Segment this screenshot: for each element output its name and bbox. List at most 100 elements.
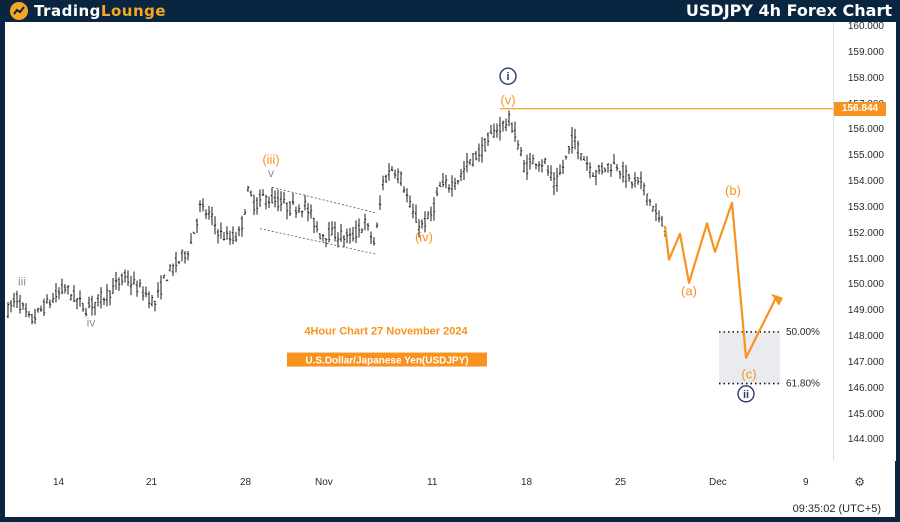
candle bbox=[126, 270, 130, 286]
wave-label-iii_grey: iii bbox=[18, 274, 26, 288]
candle bbox=[345, 228, 349, 244]
y-tick-label: 147.000 bbox=[847, 356, 884, 368]
candle bbox=[651, 205, 655, 212]
candle bbox=[246, 185, 250, 192]
candle bbox=[288, 201, 292, 217]
candle bbox=[393, 169, 397, 179]
candle bbox=[336, 232, 340, 248]
y-tick-label: 145.000 bbox=[847, 408, 884, 420]
candle bbox=[267, 196, 271, 209]
x-tick-label: Nov bbox=[315, 477, 333, 488]
price-axis[interactable]: 160.000159.000158.000157.000156.000155.0… bbox=[833, 21, 896, 461]
candle bbox=[351, 226, 355, 242]
circle-text: i bbox=[506, 71, 509, 83]
plot-area[interactable]: 50.00% 61.80% iii iv (iii) v (iv) (v) (a) (b) (c) i… bbox=[5, 22, 833, 461]
candle bbox=[414, 204, 418, 223]
candle bbox=[492, 123, 496, 138]
candle bbox=[624, 165, 628, 188]
brand-logo[interactable]: TradingLounge bbox=[10, 1, 166, 21]
candle bbox=[315, 221, 319, 233]
candle bbox=[522, 159, 526, 173]
candle bbox=[525, 154, 529, 180]
candle bbox=[252, 194, 256, 216]
candle bbox=[519, 146, 523, 157]
candle bbox=[237, 226, 241, 237]
candle bbox=[123, 269, 127, 283]
candle bbox=[381, 175, 385, 191]
candle bbox=[174, 251, 178, 273]
candle bbox=[432, 197, 436, 221]
candle bbox=[396, 168, 400, 184]
fib-label: 50.00% bbox=[786, 327, 820, 338]
y-tick-label: 158.000 bbox=[847, 72, 884, 84]
time-axis[interactable]: ⚙ 14 21 28 Nov 11 18 25 Dec 9 bbox=[5, 461, 895, 501]
candle bbox=[339, 223, 343, 242]
candle bbox=[594, 169, 598, 186]
last-price-tag: 156.844 bbox=[834, 101, 886, 116]
candle bbox=[546, 165, 550, 176]
candle bbox=[66, 285, 70, 295]
candle bbox=[447, 184, 451, 193]
x-tick-label: 14 bbox=[53, 477, 65, 488]
y-tick-label: 159.000 bbox=[847, 46, 884, 58]
candle bbox=[105, 284, 109, 307]
y-tick-label: 144.000 bbox=[847, 434, 884, 446]
candle bbox=[261, 189, 265, 196]
wave-label-c_orange: (c) bbox=[741, 366, 756, 381]
candle bbox=[312, 217, 316, 234]
y-tick-label: 146.000 bbox=[847, 382, 884, 394]
candle bbox=[192, 231, 196, 235]
candle bbox=[435, 186, 439, 197]
candle bbox=[498, 116, 502, 141]
candle bbox=[42, 298, 46, 316]
wave-label-iv_orange: (iv) bbox=[415, 230, 433, 245]
candle bbox=[129, 275, 133, 296]
candle bbox=[378, 195, 382, 210]
candle bbox=[372, 237, 376, 246]
x-tick-label: 11 bbox=[427, 477, 438, 488]
candle bbox=[285, 202, 289, 220]
candle bbox=[384, 174, 388, 183]
candle bbox=[138, 279, 142, 288]
candle bbox=[135, 280, 139, 297]
candle bbox=[39, 305, 43, 312]
candle bbox=[222, 231, 226, 241]
candle bbox=[201, 198, 205, 212]
wave-label-v_orange: (v) bbox=[500, 93, 515, 108]
candle bbox=[300, 210, 304, 218]
x-tick-label: 21 bbox=[146, 477, 158, 488]
wave-label-iii_orange: (iii) bbox=[262, 152, 279, 167]
candle bbox=[141, 286, 145, 301]
candle bbox=[54, 283, 58, 303]
candle bbox=[255, 197, 259, 215]
candle bbox=[204, 209, 208, 220]
candle bbox=[270, 187, 274, 204]
candle bbox=[387, 163, 391, 181]
candle bbox=[165, 279, 169, 282]
chart-svg: 50.00%61.80%iiiiv(iii)v(iv)(v)(a)(b)(c)i… bbox=[6, 67, 833, 403]
candle bbox=[540, 159, 544, 173]
candle bbox=[108, 290, 112, 306]
x-tick-label: 9 bbox=[803, 477, 809, 488]
candle bbox=[513, 121, 517, 142]
x-tick-label: 25 bbox=[615, 477, 627, 488]
candle bbox=[30, 313, 34, 325]
candle bbox=[75, 297, 79, 310]
y-tick-label: 156.000 bbox=[847, 124, 884, 136]
candle bbox=[555, 167, 559, 192]
candle bbox=[216, 228, 220, 244]
chart-title: USDJPY 4h Forex Chart bbox=[685, 1, 892, 20]
candle bbox=[225, 226, 229, 240]
candle bbox=[426, 211, 430, 220]
settings-icon[interactable]: ⚙ bbox=[854, 475, 865, 489]
candle bbox=[468, 159, 472, 166]
candle bbox=[588, 162, 592, 179]
circle-text: ii bbox=[743, 389, 749, 401]
candle bbox=[591, 172, 595, 177]
candle bbox=[657, 210, 661, 223]
projection-path bbox=[663, 201, 778, 359]
candle bbox=[213, 216, 217, 235]
candle bbox=[69, 293, 73, 301]
candle bbox=[456, 180, 460, 185]
